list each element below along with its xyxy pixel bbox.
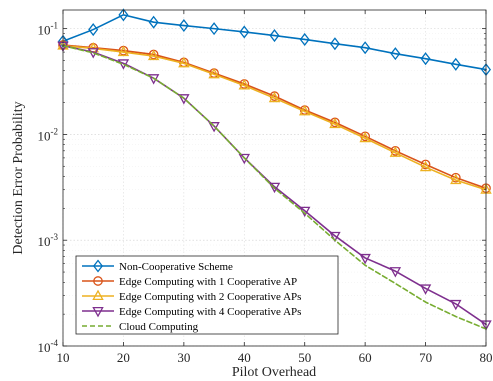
- legend-entry: Non-Cooperative Scheme: [82, 259, 233, 273]
- y-tick-base: 10: [38, 234, 51, 249]
- legend-entry: Cloud Computing: [82, 321, 199, 333]
- y-tick-label: 10-2: [38, 126, 59, 143]
- x-tick-label: 70: [419, 350, 432, 365]
- data-point: [389, 146, 402, 157]
- legend-label: Edge Computing with 4 Cooperative APs: [119, 306, 301, 318]
- y-tick-exponent: -3: [51, 232, 59, 242]
- y-tick-exponent: -1: [51, 21, 59, 31]
- x-tick-label: 30: [177, 350, 190, 365]
- legend: Non-Cooperative Scheme Edge Computing wit…: [75, 255, 339, 335]
- legend-swatch-marker: [92, 289, 104, 301]
- data-point: [389, 267, 402, 278]
- data-point: [359, 253, 371, 265]
- data-point: [390, 47, 401, 61]
- data-point: [359, 131, 371, 143]
- legend-swatch-marker: [92, 306, 104, 318]
- y-tick-label: 10-3: [38, 232, 59, 249]
- series-layer: [57, 8, 492, 331]
- data-point: [209, 22, 220, 36]
- y-tick-base: 10: [38, 340, 51, 355]
- series-line: [62, 14, 487, 71]
- y-tick-exponent: -4: [51, 338, 59, 348]
- legend-label: Edge Computing with 2 Cooperative APs: [119, 291, 301, 303]
- data-point: [268, 182, 281, 194]
- legend-label: Edge Computing with 1 Cooperative AP: [119, 276, 297, 288]
- data-point: [420, 52, 431, 66]
- data-point: [208, 67, 220, 79]
- y-tick-label: 10-4: [38, 338, 59, 355]
- y-tick-label: 10-1: [38, 21, 59, 38]
- legend-entry: Edge Computing with 2 Cooperative APs: [82, 289, 301, 303]
- series-3: [57, 39, 492, 194]
- data-point: [329, 231, 341, 243]
- data-point: [148, 15, 159, 29]
- data-point: [178, 18, 189, 33]
- series-line: [62, 44, 487, 191]
- legend-entry: Edge Computing with 1 Cooperative AP: [82, 276, 297, 288]
- data-point: [178, 94, 190, 105]
- data-point: [88, 23, 99, 37]
- x-tick-label: 40: [238, 350, 251, 365]
- x-tick-label: 60: [359, 350, 372, 365]
- data-point: [360, 41, 371, 55]
- data-point: [268, 91, 281, 103]
- legend-label: Cloud Computing: [119, 321, 199, 333]
- legend-swatch-marker: [93, 276, 103, 286]
- x-axis-label: Pilot Overhead: [232, 365, 316, 380]
- legend-entry: Edge Computing with 4 Cooperative APs: [82, 306, 301, 318]
- data-point: [298, 105, 311, 116]
- data-point: [238, 153, 251, 165]
- y-tick-base: 10: [38, 23, 51, 38]
- data-point: [329, 37, 340, 51]
- data-point: [419, 160, 432, 172]
- data-point: [419, 284, 432, 295]
- plot-area-border: [62, 9, 487, 347]
- series-line: [62, 44, 487, 190]
- data-point: [299, 32, 310, 46]
- x-tick-label: 80: [480, 350, 493, 365]
- series-1: [57, 8, 492, 77]
- y-tick-base: 10: [38, 128, 51, 143]
- data-point: [450, 173, 462, 185]
- x-tick-label: 50: [298, 350, 311, 365]
- legend-swatch-marker: [92, 259, 104, 273]
- x-tick-label: 20: [117, 350, 130, 365]
- data-point: [269, 29, 280, 43]
- data-point: [329, 117, 341, 129]
- data-point: [450, 57, 461, 71]
- legend-box: [75, 255, 339, 335]
- series-5: [62, 44, 487, 330]
- data-point: [147, 49, 160, 61]
- y-tick-exponent: -2: [51, 126, 59, 136]
- legend-label: Non-Cooperative Scheme: [119, 261, 233, 273]
- data-point: [239, 25, 250, 39]
- data-point: [117, 45, 130, 57]
- data-point: [178, 56, 190, 68]
- data-point: [238, 79, 251, 90]
- x-tick-label: 10: [57, 350, 70, 365]
- series-line: [62, 44, 487, 330]
- data-point: [208, 122, 220, 133]
- data-point: [118, 8, 129, 22]
- y-axis-label: Detection Error Probability: [11, 101, 26, 254]
- data-point: [450, 299, 462, 311]
